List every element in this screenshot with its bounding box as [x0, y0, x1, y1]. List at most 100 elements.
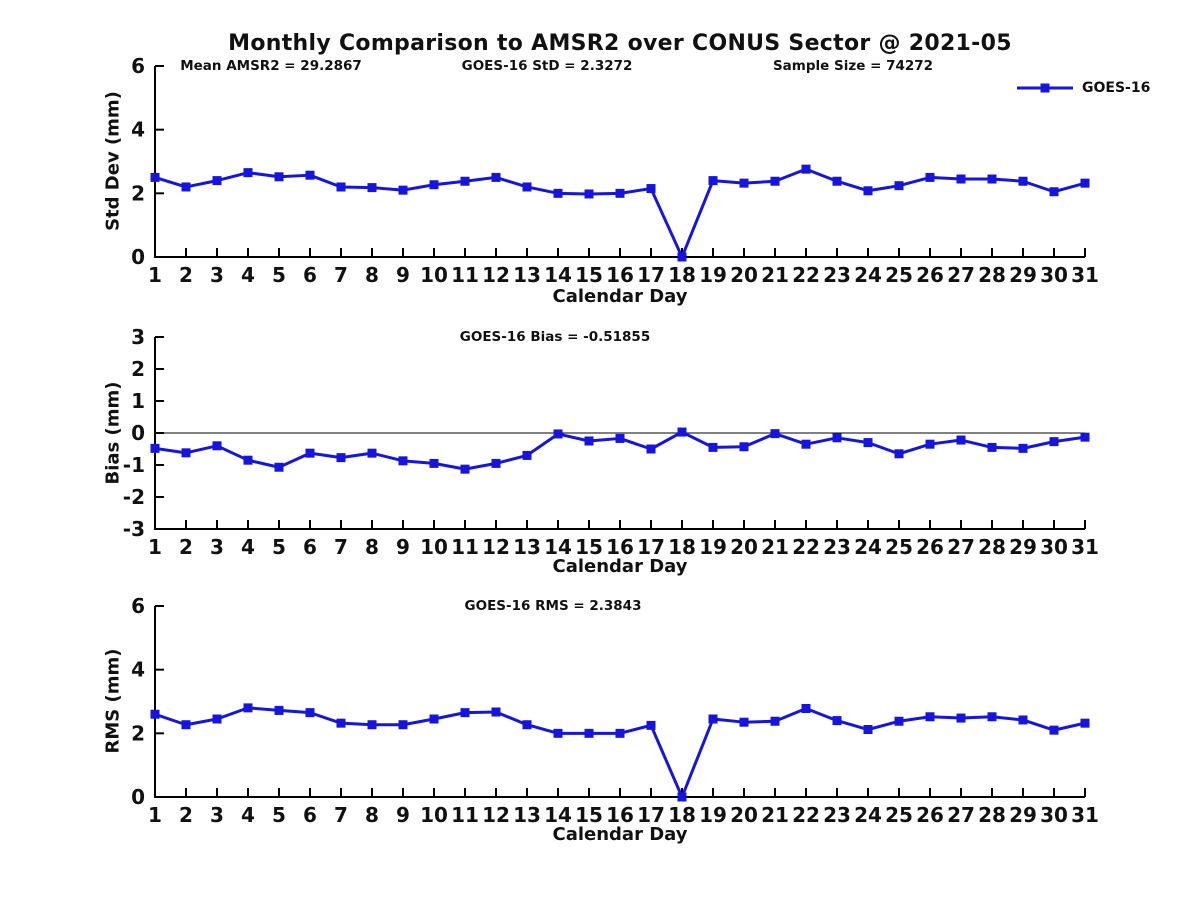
bias-series-marker — [553, 429, 563, 439]
rms-x-tick-label: 26 — [916, 803, 944, 827]
std-dev-y-tick-label: 4 — [131, 118, 145, 142]
bias-series-marker — [987, 442, 997, 452]
rms-x-tick-label: 5 — [272, 803, 286, 827]
bias-y-tick-label: 2 — [131, 357, 145, 381]
std-dev-series-line — [153, 167, 1087, 259]
rms-series-marker — [646, 720, 656, 730]
rms-x-tick-label: 22 — [792, 803, 820, 827]
std-dev-series-marker — [367, 183, 377, 193]
rms-series-marker — [770, 716, 780, 726]
bias-x-tick-label: 19 — [699, 535, 727, 559]
std-dev-series-marker — [460, 176, 470, 186]
xlabel-calendar-day-1: Calendar Day — [552, 286, 688, 307]
std-dev-series-marker — [491, 172, 501, 182]
rms-series-marker — [615, 728, 625, 738]
bias-x-tick-label: 17 — [637, 535, 665, 559]
rms-x-tick-label: 2 — [179, 803, 193, 827]
bias-x-tick-label: 5 — [272, 535, 286, 559]
rms-x-tick-label: 23 — [823, 803, 851, 827]
rms-series-marker — [677, 792, 687, 802]
rms-series-marker — [429, 714, 439, 724]
stat-sample-size: Sample Size = 74272 — [772, 58, 934, 74]
rms-y-tick-label: 2 — [131, 721, 145, 745]
bias-series-marker — [150, 443, 160, 453]
rms-x-tick-label: 21 — [761, 803, 789, 827]
std-dev-x-tick-label: 18 — [668, 263, 696, 287]
rms-x-tick-label: 31 — [1071, 803, 1099, 827]
stat-goes16-rms: GOES-16 RMS = 2.3843 — [464, 598, 642, 614]
std-dev-series-marker — [770, 176, 780, 186]
rms-x-tick-label: 10 — [420, 803, 448, 827]
bias-series-marker — [460, 464, 470, 474]
rms-series-marker — [801, 704, 811, 714]
bias-x-tick-label: 1 — [148, 535, 162, 559]
std-dev-series-marker — [553, 188, 563, 198]
page-title: Monthly Comparison to AMSR2 over CONUS S… — [228, 31, 1012, 56]
std-dev-x-tick-label: 21 — [761, 263, 789, 287]
bias-x-tick-label: 15 — [575, 535, 603, 559]
bias-y-tick-label: -2 — [123, 485, 145, 509]
bias-series-marker — [584, 436, 594, 446]
bias-x-tick-label: 11 — [451, 535, 479, 559]
std-dev-x-tick-label: 24 — [854, 263, 882, 287]
std-dev-x-tick-label: 20 — [730, 263, 758, 287]
rms-x-tick-label: 20 — [730, 803, 758, 827]
std-dev-series-marker — [677, 252, 687, 262]
std-dev-x-tick-label: 15 — [575, 263, 603, 287]
rms-series-marker — [522, 720, 532, 730]
bias-x-tick-label: 8 — [365, 535, 379, 559]
bias-x-tick-label: 9 — [396, 535, 410, 559]
rms-x-tick-label: 8 — [365, 803, 379, 827]
rms-series-marker — [863, 725, 873, 735]
std-dev-series-marker — [150, 172, 160, 182]
bias-x-tick-label: 7 — [334, 535, 348, 559]
rms-series-marker — [1049, 725, 1059, 735]
std-dev-x-tick-label: 8 — [365, 263, 379, 287]
bias-series-marker — [491, 458, 501, 468]
std-dev-x-tick-label: 13 — [513, 263, 541, 287]
bias-series-marker — [305, 448, 315, 458]
std-dev-x-tick-label: 5 — [272, 263, 286, 287]
std-dev-x-tick-label: 17 — [637, 263, 665, 287]
rms-x-tick-label: 6 — [303, 803, 317, 827]
bias-series-marker — [894, 449, 904, 459]
rms-series-marker — [150, 709, 160, 719]
bias-y-tick-label: 1 — [131, 389, 145, 413]
std-dev-y-tick-label: 6 — [131, 54, 145, 78]
bias-x-tick-label: 27 — [947, 535, 975, 559]
bias-y-tick-label: 0 — [131, 421, 145, 445]
bias-x-tick-label: 6 — [303, 535, 317, 559]
rms-x-tick-label: 4 — [241, 803, 255, 827]
rms-series-marker — [1080, 718, 1090, 728]
std-dev-x-tick-label: 7 — [334, 263, 348, 287]
std-dev-x-tick-label: 31 — [1071, 263, 1099, 287]
bias-series-marker — [1049, 437, 1059, 447]
bias-series-marker — [832, 433, 842, 443]
bias-series-marker — [646, 444, 656, 454]
std-dev-series-marker — [305, 170, 315, 180]
bias-x-tick-label: 30 — [1040, 535, 1068, 559]
std-dev-series-marker — [739, 178, 749, 188]
std-dev-x-tick-label: 25 — [885, 263, 913, 287]
std-dev-x-tick-label: 23 — [823, 263, 851, 287]
std-dev-y-tick-label: 0 — [131, 245, 145, 269]
std-dev-x-tick-label: 1 — [148, 263, 162, 287]
rms-x-tick-label: 11 — [451, 803, 479, 827]
bias-series-marker — [398, 456, 408, 466]
std-dev-series-marker — [584, 189, 594, 199]
std-dev-series-marker — [987, 174, 997, 184]
std-dev-series-marker — [1018, 176, 1028, 186]
rms-series-line — [153, 706, 1087, 799]
std-dev-x-tick-label: 3 — [210, 263, 224, 287]
bias-x-tick-label: 14 — [544, 535, 572, 559]
rms-x-tick-label: 30 — [1040, 803, 1068, 827]
std-dev-x-tick-label: 4 — [241, 263, 255, 287]
rms-series-marker — [398, 720, 408, 730]
std-dev-x-tick-label: 10 — [420, 263, 448, 287]
std-dev-series-marker — [274, 172, 284, 182]
bias-series-marker — [212, 441, 222, 451]
std-dev-y-tick-label: 2 — [131, 181, 145, 205]
std-dev-x-tick-label: 14 — [544, 263, 572, 287]
std-dev-x-tick-label: 28 — [978, 263, 1006, 287]
